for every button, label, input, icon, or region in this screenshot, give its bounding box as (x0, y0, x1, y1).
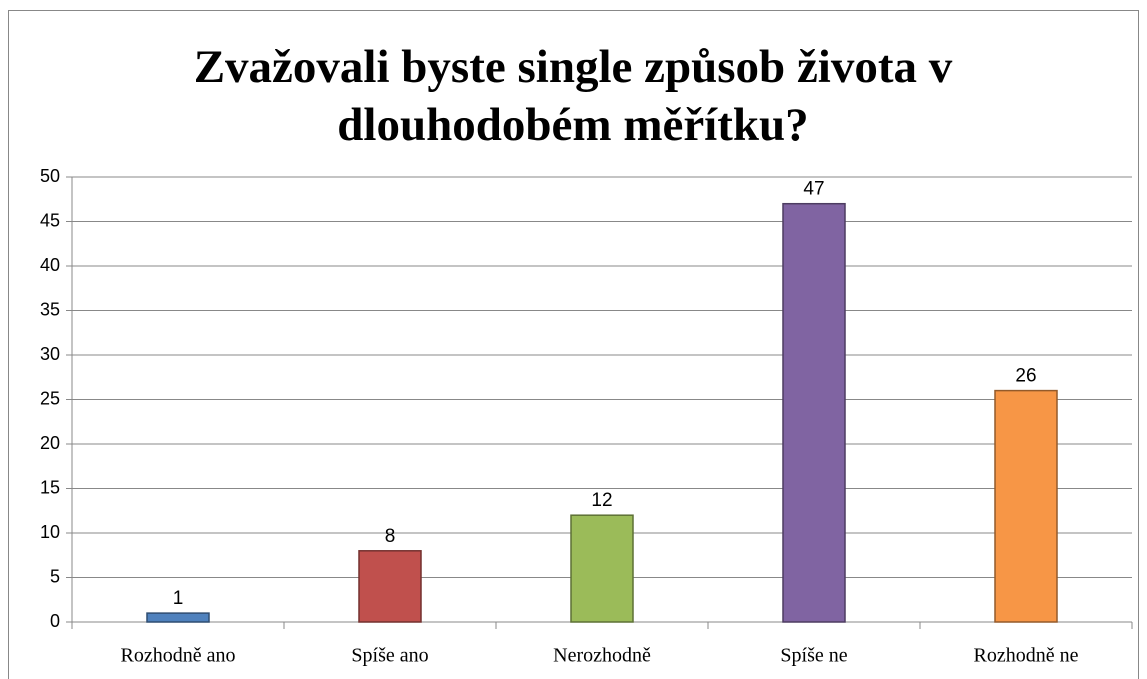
bar (570, 514, 634, 623)
y-tick-label: 30 (40, 344, 60, 364)
y-tick-label: 35 (40, 299, 60, 319)
value-label: 12 (591, 490, 612, 511)
bar (994, 389, 1058, 623)
value-label: 8 (385, 526, 396, 547)
x-tick-label: Nerozhodně (553, 645, 651, 667)
x-tick-label: Spíše ano (351, 645, 428, 667)
y-tick-label: 40 (40, 255, 60, 275)
value-label: 26 (1015, 366, 1036, 387)
bar (782, 202, 846, 623)
bar (146, 612, 210, 623)
y-tick-label: 45 (40, 210, 60, 230)
chart-title: Zvažovali byste single způsob života v d… (193, 41, 953, 151)
y-tick-label: 50 (40, 166, 60, 186)
value-label: 47 (803, 179, 824, 200)
x-tick-label: Rozhodně ne (974, 645, 1079, 667)
y-tick-label: 25 (40, 388, 60, 408)
chart-frame (8, 10, 1139, 679)
x-tick-label: Rozhodně ano (121, 645, 236, 667)
y-tick-label: 0 (50, 611, 60, 631)
y-tick-label: 5 (50, 566, 60, 586)
y-tick-label: 10 (40, 522, 60, 542)
y-tick-label: 15 (40, 477, 60, 497)
bar (358, 550, 422, 623)
value-label: 1 (173, 588, 184, 609)
x-tick-label: Spíše ne (780, 645, 847, 667)
y-tick-label: 20 (40, 433, 60, 453)
